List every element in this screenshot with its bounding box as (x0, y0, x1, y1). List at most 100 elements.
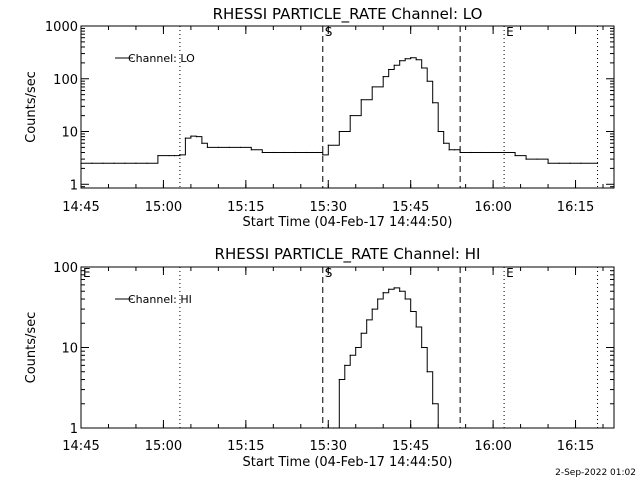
x-tick-label: 15:45 (392, 439, 429, 454)
data-point (316, 151, 318, 154)
data-point (437, 427, 439, 429)
data-point (426, 371, 428, 373)
x-tick-label: 14:45 (62, 200, 99, 215)
x-tick-label: 15:15 (227, 200, 264, 215)
x-tick-label: 15:15 (227, 439, 264, 454)
plot-frame-1 (80, 266, 615, 429)
data-point (432, 102, 434, 104)
data-point (157, 154, 159, 157)
data-point (569, 162, 571, 164)
x-tick-label: 16:00 (474, 439, 511, 454)
data-point (179, 154, 181, 156)
y-tick-label: 1 (70, 422, 78, 437)
data-point (558, 162, 560, 164)
data-point (168, 154, 170, 157)
data-point (525, 158, 527, 160)
data-point (349, 354, 351, 356)
data-point (190, 135, 192, 137)
chart-title-1: RHESSI PARTICLE_RATE Channel: HI (215, 245, 481, 264)
y-tick-label: 10 (61, 342, 78, 357)
data-point (217, 146, 219, 148)
data-point (135, 162, 137, 164)
data-point (388, 288, 390, 290)
data-point (344, 364, 346, 366)
data-point (382, 75, 384, 78)
x-tick-label: 14:45 (62, 439, 99, 454)
data-point (371, 86, 373, 88)
data-point (421, 346, 423, 349)
x-tick-label: 16:15 (557, 200, 594, 215)
data-point (410, 57, 412, 59)
data-point (184, 137, 187, 139)
data-point (91, 162, 93, 164)
data-point (481, 151, 483, 154)
data-point (146, 162, 148, 164)
legend-entry: Channel: HI (128, 293, 192, 306)
data-point (415, 59, 417, 61)
data-point (195, 136, 197, 138)
data-point (371, 308, 373, 310)
data-point (415, 326, 417, 328)
data-point (459, 151, 461, 154)
data-point (360, 99, 362, 101)
y-tick-label: 1 (70, 178, 78, 193)
y-axis-label: Counts/sec (24, 312, 39, 384)
y-axis-label: Counts/sec (24, 71, 39, 143)
data-point (338, 378, 340, 381)
data-point (404, 298, 406, 300)
x-tick-label: 15:00 (145, 439, 182, 454)
x-axis-label: Start Time (04-Feb-17 14:44:50) (243, 455, 453, 470)
event-marker-label: S (325, 266, 333, 280)
data-point (272, 151, 274, 154)
timestamp-stamp: 2-Sep-2022 01:02 (555, 468, 636, 478)
x-tick-label: 16:15 (557, 439, 594, 454)
data-point (377, 298, 379, 300)
data-point (360, 332, 362, 334)
data-point (80, 162, 82, 164)
data-point (239, 146, 241, 148)
data-point (437, 130, 439, 133)
event-marker-label: S (325, 25, 333, 39)
data-point (514, 154, 516, 157)
data-point (322, 154, 324, 156)
event-marker-label: E (506, 266, 514, 280)
series-line-0-0 (81, 57, 598, 164)
data-point (404, 58, 406, 60)
x-tick-label: 15:30 (310, 200, 347, 215)
data-point (261, 151, 263, 154)
y-tick-label: 1000 (45, 20, 78, 35)
data-point (393, 287, 395, 289)
x-axis-label: Start Time (04-Feb-17 14:44:50) (243, 215, 453, 230)
data-point (338, 130, 340, 133)
data-point (294, 151, 296, 154)
x-tick-label: 16:00 (474, 200, 511, 215)
data-point (596, 162, 599, 164)
data-point (492, 151, 494, 154)
data-point (250, 149, 252, 151)
data-point (102, 162, 104, 164)
data-point (547, 162, 549, 164)
event-marker-label: E (506, 25, 514, 39)
data-point (201, 142, 203, 144)
data-point (382, 292, 384, 294)
data-point (432, 403, 434, 405)
data-point (124, 162, 126, 164)
data-point (421, 67, 423, 69)
data-point (305, 151, 307, 154)
data-point (349, 115, 351, 117)
data-point (366, 319, 368, 321)
data-point (327, 144, 329, 146)
chart-title-0: RHESSI PARTICLE_RATE Channel: LO (213, 5, 483, 24)
data-point (454, 149, 456, 151)
data-point (448, 149, 450, 151)
x-tick-label: 15:30 (310, 439, 347, 454)
legend-entry: Channel: LO (128, 52, 195, 65)
y-tick-label: 100 (53, 261, 78, 276)
data-point (536, 158, 538, 160)
x-tick-label: 15:45 (392, 200, 429, 215)
data-point (410, 310, 412, 313)
data-point (580, 162, 582, 164)
data-point (503, 151, 505, 154)
data-point (443, 142, 445, 144)
data-point (333, 427, 335, 429)
